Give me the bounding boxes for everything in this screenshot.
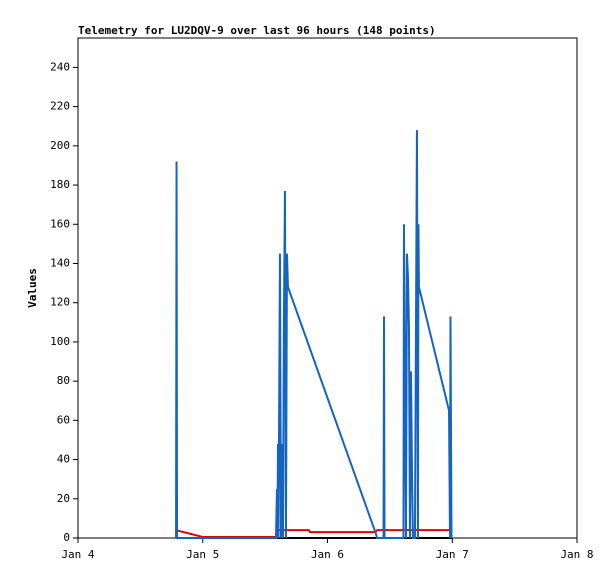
x-tick-label: Jan 4 — [61, 548, 94, 561]
y-tick-label: 240 — [50, 60, 70, 73]
y-tick-label: 220 — [50, 100, 70, 113]
y-tick-label: 80 — [57, 374, 70, 387]
y-tick-label: 120 — [50, 296, 70, 309]
chart-title: Telemetry for LU2DQV-9 over last 96 hour… — [78, 24, 436, 37]
y-tick-label: 60 — [57, 413, 70, 426]
y-tick-label: 140 — [50, 256, 70, 269]
y-tick-label: 180 — [50, 178, 70, 191]
x-tick-label: Jan 7 — [436, 548, 469, 561]
y-tick-label: 160 — [50, 217, 70, 230]
x-tick-label: Jan 8 — [560, 548, 593, 561]
y-tick-label: 100 — [50, 335, 70, 348]
y-tick-label: 20 — [57, 492, 70, 505]
x-tick-label: Jan 5 — [186, 548, 219, 561]
x-tick-label: Jan 6 — [311, 548, 344, 561]
y-tick-label: 200 — [50, 139, 70, 152]
plot-frame — [77, 37, 578, 539]
y-axis-title: Values — [26, 268, 39, 308]
y-tick-label: 0 — [63, 531, 70, 544]
y-tick-label: 40 — [57, 453, 70, 466]
series-line — [175, 130, 453, 539]
